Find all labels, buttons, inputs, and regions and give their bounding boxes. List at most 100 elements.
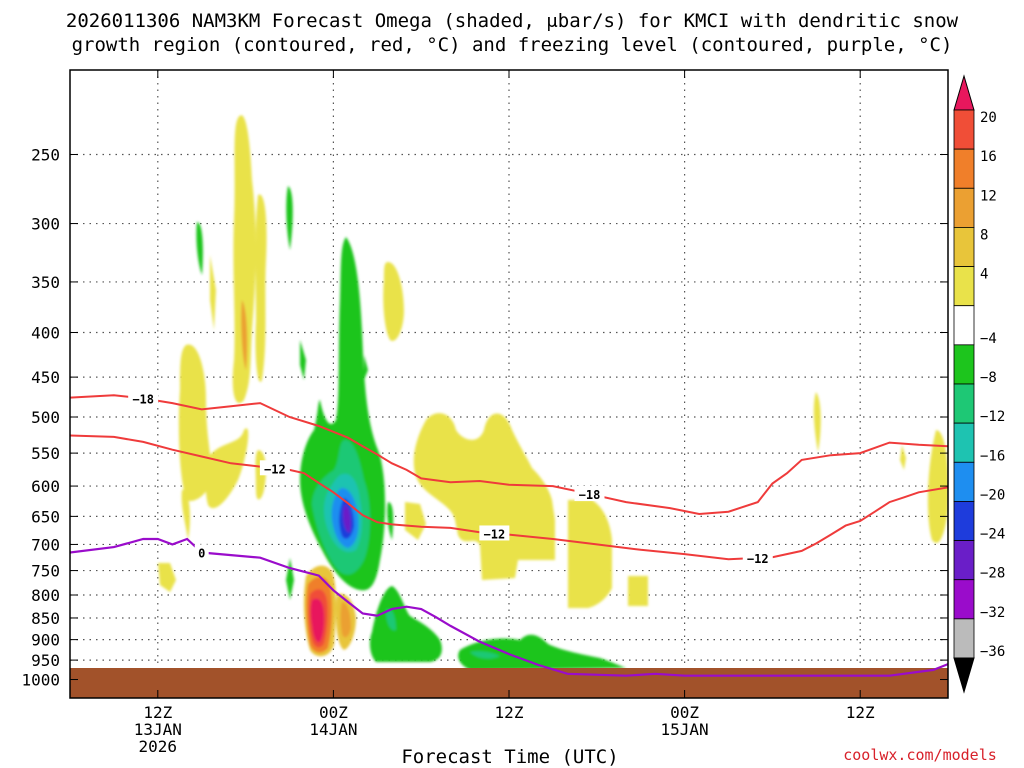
omega-region-orange (241, 300, 248, 370)
omega-region-yellow (178, 344, 213, 501)
y-tick-label: 350 (31, 273, 60, 292)
omega-region-magenta (310, 598, 325, 643)
colorbar-band (953, 618, 975, 659)
colorbar-band (953, 344, 975, 385)
x-tick-label: 12Z (495, 703, 524, 722)
colorbar-label: 20 (980, 110, 997, 126)
omega-region-yellow (927, 430, 948, 543)
colorbar-band (953, 461, 975, 502)
colorbar-label: −4 (980, 331, 997, 347)
omega-region-green (286, 186, 293, 250)
colorbar-label: 12 (980, 188, 997, 204)
contour-label-bg (259, 460, 290, 476)
colorbar-band (953, 187, 975, 228)
colorbar-band (953, 109, 975, 150)
omega-region-green (458, 634, 626, 670)
omega-region-yellow (158, 563, 176, 592)
contour-label: −12 (747, 552, 769, 566)
contour-label: −18 (132, 392, 154, 406)
colorbar-label: 16 (980, 149, 997, 165)
contour-label-bg (479, 525, 510, 541)
colorbar: 20 16 12 8 4 −4 −8 −12 −16 −20 −24 −28 −32 −36 (953, 74, 1005, 694)
colorbar-arrow-bottom (953, 657, 975, 694)
omega-shading (158, 115, 948, 670)
omega-region-yellow (383, 262, 404, 341)
x-tick-label: 00Z (670, 703, 699, 722)
omega-region-teal (386, 609, 396, 631)
colorbar-band (953, 579, 975, 620)
omega-region-green (387, 502, 394, 540)
omega-region-yellow (405, 502, 426, 540)
y-tick-label: 650 (31, 507, 60, 526)
x-tick-label: 12Z (143, 703, 172, 722)
x-tick-label: 14JAN (309, 720, 357, 739)
omega-region-yellow (210, 255, 216, 330)
contour-labels: −18 −18 −12 −12 −12 0 (128, 390, 773, 566)
x-tick-label: 2026 (139, 737, 178, 756)
colorbar-arrow-top (953, 74, 975, 111)
y-tick-label: 750 (31, 562, 60, 581)
colorbar-band (953, 227, 975, 267)
y-tick-label: 550 (31, 444, 60, 463)
y-tick-label: 700 (31, 535, 60, 554)
colorbar-band (953, 148, 975, 189)
omega-region-teal (470, 651, 500, 659)
omega-region-yellow (900, 445, 906, 470)
isotherm-line (70, 394, 948, 516)
colorbar-label: −24 (980, 527, 1005, 543)
colorbar-label: −28 (980, 566, 1005, 582)
x-tick-label: 00Z (319, 703, 348, 722)
y-axis: 250 300 350 400 450 500 550 600 650 700 750 800 850 9… (21, 146, 948, 690)
freezing-level-line (70, 537, 948, 677)
omega-region-yellow (181, 489, 190, 540)
chart-title-line2: growth region (contoured, red, °C) and f… (72, 34, 953, 56)
contour-label-bg (194, 544, 209, 560)
y-tick-label: 1000 (21, 671, 60, 690)
y-tick-label: 600 (31, 477, 60, 496)
colorbar-label: −8 (980, 370, 997, 386)
colorbar-label: 4 (980, 267, 988, 283)
omega-region-green (196, 222, 203, 275)
contour-label: −12 (484, 527, 506, 541)
omega-region-green (300, 340, 306, 380)
colorbar-label: −20 (980, 487, 1005, 503)
contour-label: 0 (198, 546, 205, 560)
omega-region-green (369, 586, 442, 662)
colorbar-label: −12 (980, 409, 1005, 425)
omega-region-green (364, 355, 368, 380)
omega-region-yellow (255, 194, 267, 382)
colorbar-band (953, 422, 975, 463)
y-tick-label: 300 (31, 215, 60, 234)
gridlines (70, 70, 948, 698)
chart-title-line1: 2026011306 NAM3KM Forecast Omega (shaded… (66, 10, 959, 32)
colorbar-label: −32 (980, 605, 1005, 621)
contour-label-bg (574, 485, 605, 501)
contour-label: −12 (264, 462, 286, 476)
contour-label: −18 (579, 488, 601, 502)
credit-text: coolwx.com/models (843, 746, 997, 764)
colorbar-label: −36 (980, 644, 1005, 660)
colorbar-band (953, 383, 975, 424)
x-tick-label: 15JAN (661, 720, 709, 739)
colorbar-band (953, 501, 975, 541)
x-tick-label: 12Z (846, 703, 875, 722)
omega-region-green (286, 558, 294, 600)
omega-region-orange (340, 602, 351, 638)
colorbar-label: 8 (980, 227, 988, 243)
colorbar-band (953, 305, 975, 346)
y-tick-label: 400 (31, 324, 60, 343)
y-tick-label: 950 (31, 651, 60, 670)
contour-label-bg (742, 549, 773, 565)
omega-region-yellow (813, 392, 821, 452)
y-tick-label: 450 (31, 368, 60, 387)
y-tick-label: 850 (31, 609, 60, 628)
colorbar-band (953, 266, 975, 307)
y-tick-label: 250 (31, 146, 60, 165)
colorbar-band (953, 540, 975, 581)
omega-region-yellow (413, 413, 555, 580)
omega-region-yellow (628, 576, 648, 606)
y-tick-label: 500 (31, 408, 60, 427)
omega-region-yellow (568, 500, 612, 608)
